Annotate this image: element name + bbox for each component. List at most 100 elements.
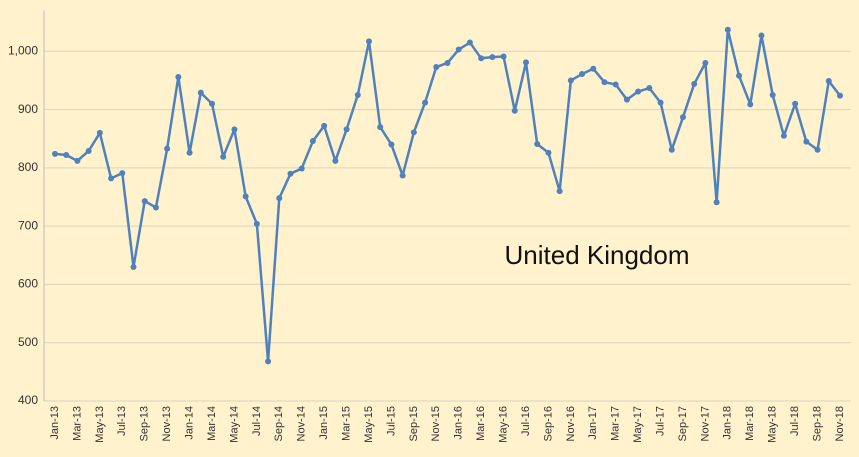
x-tick-label: Mar-17	[610, 406, 622, 441]
x-tick-label: Jul-15	[385, 406, 397, 436]
x-tick-label: Jan-17	[587, 406, 599, 440]
data-point	[511, 107, 518, 114]
data-point	[747, 101, 754, 108]
y-tick-label: 900	[18, 102, 38, 116]
data-point	[444, 59, 451, 66]
x-tick-label: Mar-15	[340, 406, 352, 441]
x-tick-label: May-18	[767, 406, 779, 443]
data-point	[287, 170, 294, 177]
data-point	[321, 122, 328, 129]
data-point	[433, 64, 440, 71]
data-point	[466, 39, 473, 46]
x-tick-label: May-15	[363, 406, 375, 443]
data-point	[579, 71, 586, 78]
x-tick-label: Jul-16	[520, 406, 532, 436]
data-point	[399, 172, 406, 179]
data-point	[208, 100, 215, 107]
data-point	[623, 96, 630, 103]
data-point	[354, 92, 361, 99]
data-point	[175, 73, 182, 80]
x-tick-label: May-13	[94, 406, 106, 443]
x-tick-label: Jul-18	[789, 406, 801, 436]
x-tick-label: Nov-15	[430, 406, 442, 441]
x-tick-label: May-16	[497, 406, 509, 443]
data-point	[343, 126, 350, 133]
data-point	[130, 263, 137, 270]
y-tick-label: 800	[18, 160, 38, 174]
data-point	[186, 149, 193, 156]
data-point	[231, 126, 238, 133]
data-point	[52, 150, 58, 157]
data-point	[253, 220, 260, 227]
data-point	[691, 80, 698, 87]
x-tick-label: Jan-18	[722, 406, 734, 440]
x-tick-label: Nov-13	[161, 406, 173, 441]
data-point	[758, 32, 765, 39]
data-point	[489, 54, 496, 61]
data-point	[500, 53, 507, 60]
x-tick-label: Sep-14	[273, 406, 285, 441]
annotation: United Kingdom	[505, 240, 690, 270]
data-point	[141, 198, 148, 205]
x-tick-label: Mar-18	[744, 406, 756, 441]
y-tick-label: 700	[18, 218, 38, 232]
data-point	[825, 78, 832, 85]
data-point	[298, 165, 305, 172]
x-tick-label: May-14	[228, 406, 240, 443]
data-point	[590, 65, 597, 72]
data-point	[792, 100, 799, 107]
x-tick-label: Nov-14	[296, 406, 308, 441]
x-tick-label: Jul-17	[654, 406, 666, 436]
data-point	[119, 170, 126, 177]
y-tick-label: 400	[18, 393, 38, 407]
data-point	[377, 124, 384, 131]
x-tick-label: Nov-16	[565, 406, 577, 441]
data-point	[679, 114, 686, 121]
data-point	[567, 77, 574, 84]
y-tick-label: 600	[18, 277, 38, 291]
data-point	[668, 146, 675, 153]
x-tick-label: Sep-13	[139, 406, 151, 441]
x-tick-label: Jan-16	[453, 406, 465, 440]
x-tick-label: Sep-17	[677, 406, 689, 441]
data-point	[332, 157, 339, 164]
x-tick-label: Nov-18	[834, 406, 846, 441]
data-point	[836, 92, 843, 99]
x-tick-label: Jan-15	[318, 406, 330, 440]
data-point	[612, 81, 619, 88]
x-tick-label: Sep-15	[408, 406, 420, 441]
data-point	[556, 188, 563, 195]
data-point	[736, 72, 743, 79]
x-tick-label: Jul-13	[116, 406, 128, 436]
data-point	[702, 59, 709, 66]
data-point	[108, 175, 115, 182]
data-point	[63, 152, 70, 159]
data-point	[455, 46, 462, 53]
data-point	[197, 89, 204, 96]
data-point	[814, 146, 821, 153]
data-point	[713, 199, 720, 206]
y-tick-label: 1,000	[8, 43, 38, 57]
data-point	[601, 79, 608, 86]
x-tick-label: Mar-16	[475, 406, 487, 441]
data-point	[220, 153, 227, 160]
data-point	[276, 195, 283, 202]
data-point	[534, 140, 541, 147]
x-tick-label: Sep-18	[811, 406, 823, 441]
data-point	[265, 358, 272, 365]
data-point	[478, 55, 485, 62]
data-point	[635, 88, 642, 95]
data-point	[152, 204, 159, 211]
x-tick-label: Mar-14	[206, 406, 218, 441]
data-point	[545, 149, 552, 156]
data-point	[309, 138, 316, 145]
data-point	[657, 99, 664, 106]
x-tick-label: Sep-16	[542, 406, 554, 441]
x-tick-label: Jan-13	[49, 406, 61, 440]
data-point	[85, 147, 92, 154]
x-tick-label: May-17	[632, 406, 644, 443]
x-tick-label: Jan-14	[183, 406, 195, 440]
data-point	[74, 157, 81, 164]
data-point	[410, 129, 417, 136]
